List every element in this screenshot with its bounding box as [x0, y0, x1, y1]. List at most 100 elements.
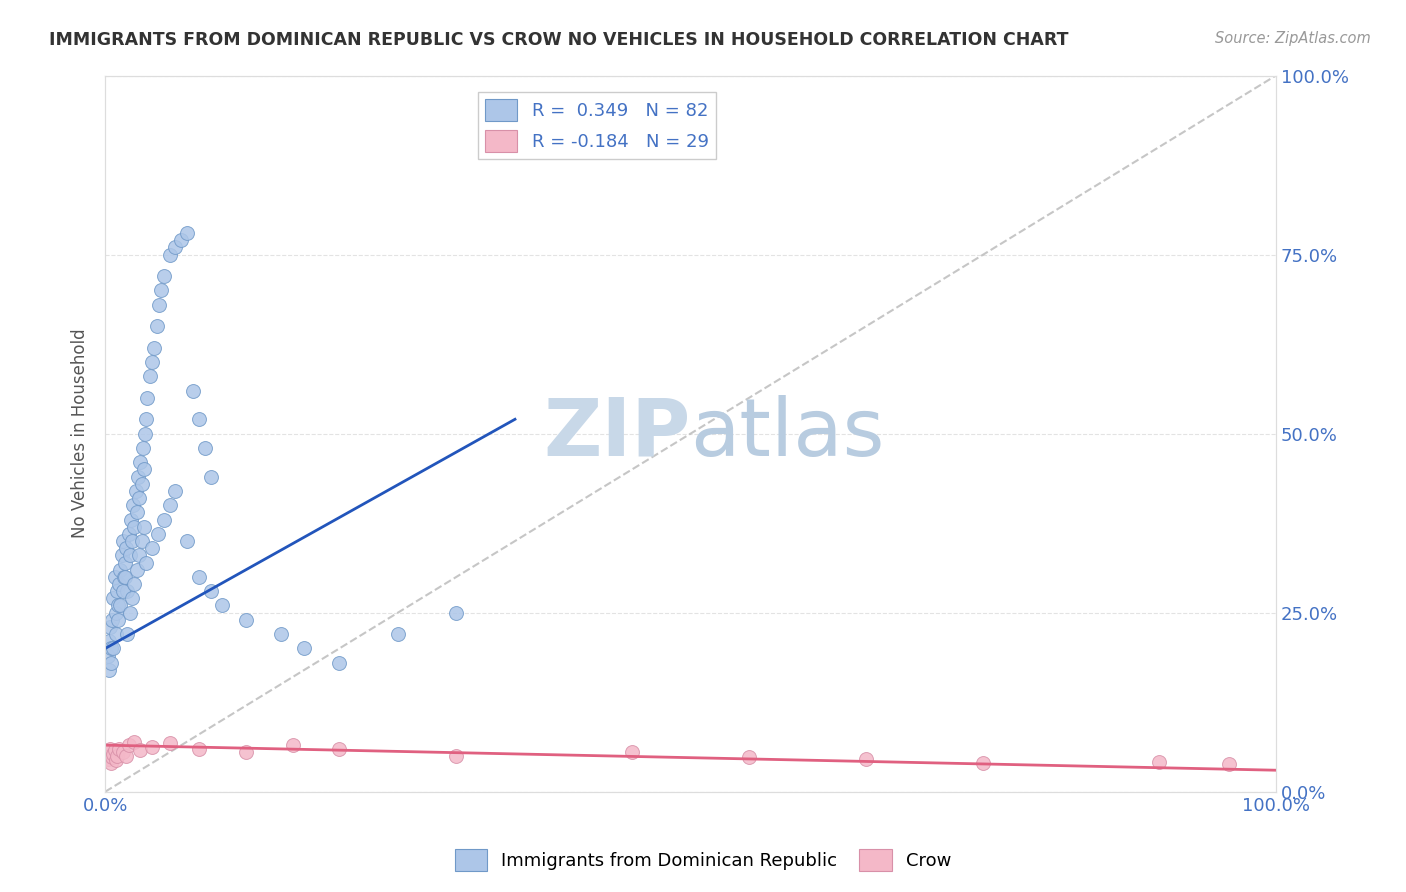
Point: [112, 570, 135, 584]
Point: [159, 498, 181, 512]
Point: [176, 226, 198, 240]
Point: [972, 756, 994, 770]
Point: [108, 577, 131, 591]
Point: [855, 752, 877, 766]
Point: [132, 519, 155, 533]
Legend: R =  0.349   N = 82, R = -0.184   N = 29: R = 0.349 N = 82, R = -0.184 N = 29: [478, 92, 716, 160]
Point: [131, 441, 153, 455]
Point: [446, 748, 468, 763]
Point: [117, 738, 139, 752]
Point: [129, 455, 152, 469]
Point: [97, 663, 120, 677]
Point: [187, 570, 209, 584]
Point: [97, 748, 120, 763]
Point: [446, 606, 468, 620]
Point: [211, 599, 233, 613]
Point: [621, 745, 644, 759]
Point: [135, 412, 157, 426]
Y-axis label: No Vehicles in Household: No Vehicles in Household: [72, 329, 89, 539]
Legend: Immigrants from Dominican Republic, Crow: Immigrants from Dominican Republic, Crow: [447, 842, 959, 879]
Point: [104, 606, 127, 620]
Point: [124, 519, 146, 533]
Point: [98, 620, 121, 634]
Point: [328, 656, 350, 670]
Point: [96, 648, 118, 663]
Point: [108, 741, 131, 756]
Point: [134, 426, 156, 441]
Point: [292, 641, 315, 656]
Point: [1147, 755, 1170, 769]
Point: [114, 570, 136, 584]
Point: [103, 570, 125, 584]
Point: [152, 268, 174, 283]
Point: [131, 476, 153, 491]
Point: [107, 613, 129, 627]
Point: [114, 556, 136, 570]
Point: [103, 743, 125, 757]
Point: [104, 753, 127, 767]
Point: [235, 613, 257, 627]
Point: [118, 549, 141, 563]
Point: [176, 534, 198, 549]
Point: [100, 756, 122, 770]
Point: [131, 534, 153, 549]
Point: [110, 563, 132, 577]
Point: [235, 745, 257, 759]
Point: [141, 355, 163, 369]
Point: [96, 752, 118, 766]
Text: ZIP: ZIP: [543, 394, 690, 473]
Point: [141, 740, 163, 755]
Point: [101, 750, 124, 764]
Point: [127, 469, 149, 483]
Point: [103, 747, 125, 762]
Point: [328, 741, 350, 756]
Point: [132, 462, 155, 476]
Point: [145, 319, 167, 334]
Point: [110, 549, 132, 563]
Point: [104, 627, 127, 641]
Point: [117, 627, 139, 641]
Point: [125, 563, 148, 577]
Point: [124, 734, 146, 748]
Point: [170, 233, 193, 247]
Point: [101, 613, 124, 627]
Point: [96, 745, 118, 759]
Point: [159, 247, 181, 261]
Point: [117, 584, 139, 599]
Point: [194, 441, 217, 455]
Point: [138, 369, 160, 384]
Point: [115, 541, 138, 556]
Point: [103, 641, 125, 656]
Point: [110, 599, 132, 613]
Point: [143, 341, 166, 355]
Point: [105, 748, 128, 763]
Point: [387, 627, 409, 641]
Point: [97, 634, 120, 648]
Point: [141, 541, 163, 556]
Point: [128, 549, 150, 563]
Point: [150, 284, 173, 298]
Point: [200, 469, 222, 483]
Point: [136, 391, 159, 405]
Point: [148, 298, 170, 312]
Point: [281, 738, 304, 752]
Point: [100, 656, 122, 670]
Point: [135, 556, 157, 570]
Point: [124, 483, 146, 498]
Point: [122, 498, 145, 512]
Point: [103, 591, 125, 606]
Point: [117, 527, 139, 541]
Point: [111, 584, 134, 599]
Point: [200, 584, 222, 599]
Point: [128, 491, 150, 505]
Point: [187, 412, 209, 426]
Point: [1218, 757, 1240, 772]
Point: [270, 627, 292, 641]
Point: [124, 577, 146, 591]
Text: IMMIGRANTS FROM DOMINICAN REPUBLIC VS CROW NO VEHICLES IN HOUSEHOLD CORRELATION : IMMIGRANTS FROM DOMINICAN REPUBLIC VS CR…: [49, 31, 1069, 49]
Point: [111, 534, 134, 549]
Point: [120, 512, 142, 526]
Point: [105, 584, 128, 599]
Point: [159, 736, 181, 750]
Point: [165, 240, 187, 254]
